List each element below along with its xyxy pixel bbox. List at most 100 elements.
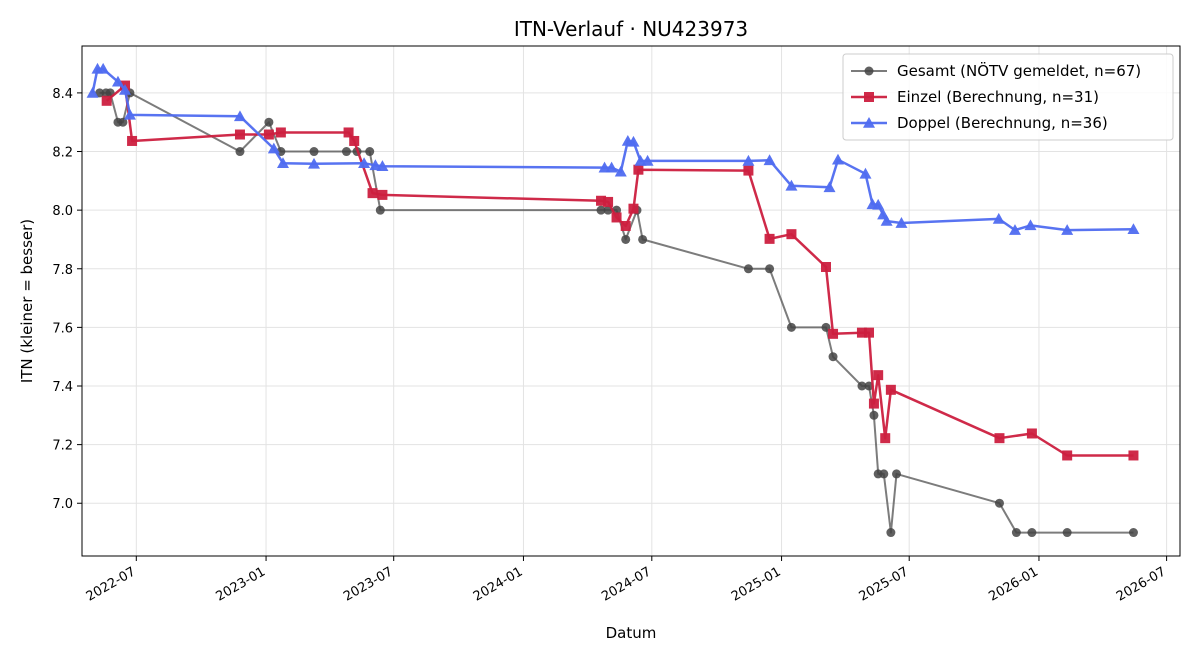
data-point-einzel	[101, 95, 112, 106]
series-layer	[86, 62, 1140, 538]
data-point-doppel	[641, 154, 654, 166]
data-point-doppel	[859, 167, 872, 179]
legend-item-einzel: Einzel (Berechnung, n=31)	[851, 88, 1099, 106]
legend-item-gesamt: Gesamt (NÖTV gemeldet, n=67)	[851, 61, 1141, 80]
data-point-doppel	[627, 135, 640, 147]
y-axis-label: ITN (kleiner = besser)	[18, 219, 36, 383]
data-point-einzel	[377, 189, 388, 200]
data-point-einzel	[828, 328, 839, 339]
data-point-einzel	[880, 433, 891, 444]
data-point-einzel	[349, 135, 360, 146]
data-point-doppel	[763, 154, 776, 166]
data-point-gesamt	[375, 205, 385, 215]
data-point-doppel	[97, 62, 110, 74]
y-axis: 7.0 7.2 7.4 7.6 7.8 8.0 8.2 8.4	[52, 87, 82, 512]
data-point-einzel	[633, 164, 644, 175]
data-point-gesamt	[743, 264, 753, 274]
data-point-einzel	[263, 129, 274, 140]
data-point-doppel	[785, 179, 798, 191]
data-point-doppel	[1024, 219, 1037, 231]
data-point-doppel	[742, 154, 755, 166]
data-point-einzel	[885, 384, 896, 395]
data-point-gesamt	[786, 322, 796, 332]
data-point-doppel	[831, 153, 844, 165]
data-point-doppel	[86, 86, 99, 98]
data-point-doppel	[895, 217, 908, 228]
data-point-gesamt	[828, 352, 838, 362]
data-point-einzel	[275, 127, 286, 138]
data-point-einzel	[856, 327, 867, 338]
data-point-einzel	[603, 196, 614, 207]
legend-item-doppel: Doppel (Berechnung, n=36)	[851, 114, 1108, 132]
data-point-doppel	[1008, 224, 1021, 235]
data-point-gesamt	[638, 234, 648, 244]
data-point-doppel	[992, 212, 1005, 224]
data-point-gesamt	[276, 147, 286, 157]
data-point-gesamt	[879, 469, 889, 479]
legend-marker	[864, 92, 874, 102]
y-tick-label: 7.2	[52, 439, 73, 454]
data-point-einzel	[764, 233, 775, 244]
data-point-gesamt	[765, 264, 775, 274]
legend-label: Doppel (Berechnung, n=36)	[897, 114, 1108, 132]
data-point-gesamt	[1011, 528, 1021, 538]
data-point-doppel	[233, 110, 246, 122]
data-point-doppel	[276, 157, 289, 169]
data-point-einzel	[596, 195, 607, 206]
data-point-einzel	[611, 212, 622, 223]
data-point-einzel	[1128, 450, 1139, 461]
y-tick-label: 7.8	[52, 263, 73, 278]
data-point-doppel	[1127, 223, 1140, 234]
data-point-einzel	[864, 327, 875, 338]
data-point-doppel	[872, 198, 885, 210]
data-point-doppel	[614, 165, 627, 177]
data-point-einzel	[1026, 428, 1037, 439]
legend-label: Einzel (Berechnung, n=31)	[897, 88, 1099, 106]
legend: Gesamt (NÖTV gemeldet, n=67) Einzel (Bere…	[842, 53, 1174, 141]
data-point-doppel	[605, 161, 618, 173]
data-point-einzel	[628, 203, 639, 214]
data-point-gesamt	[118, 117, 128, 127]
series-doppel	[86, 62, 1140, 235]
y-tick-label: 8.0	[52, 204, 73, 219]
data-point-gesamt	[596, 205, 606, 215]
data-point-einzel	[620, 220, 631, 231]
data-point-doppel	[1061, 224, 1074, 235]
data-point-einzel	[786, 229, 797, 240]
data-point-gesamt	[341, 147, 351, 157]
data-point-einzel	[743, 165, 754, 176]
data-point-einzel	[820, 262, 831, 272]
y-tick-label: 8.2	[52, 146, 73, 161]
chart-title: ITN-Verlauf · NU423973	[514, 17, 748, 41]
x-axis-label: Datum	[606, 624, 657, 642]
data-point-doppel	[376, 160, 389, 171]
data-point-doppel	[358, 157, 371, 169]
data-point-gesamt	[1062, 528, 1072, 538]
data-point-gesamt	[994, 498, 1004, 508]
legend-label: Gesamt (NÖTV gemeldet, n=67)	[897, 61, 1141, 80]
data-point-doppel	[267, 142, 280, 154]
data-point-einzel	[343, 127, 354, 138]
data-point-doppel	[880, 214, 893, 226]
data-point-doppel	[308, 157, 321, 169]
data-point-einzel	[127, 135, 138, 146]
data-point-doppel	[823, 181, 836, 193]
data-point-einzel	[873, 370, 884, 381]
data-point-doppel	[123, 108, 136, 120]
data-point-gesamt	[365, 147, 375, 157]
data-point-gesamt	[886, 528, 896, 538]
data-point-gesamt	[621, 234, 631, 244]
data-point-gesamt	[869, 410, 879, 420]
data-point-gesamt	[892, 469, 902, 479]
data-point-gesamt	[864, 381, 874, 391]
y-tick-label: 7.6	[52, 321, 73, 336]
legend-marker	[863, 117, 875, 128]
y-tick-label: 7.0	[52, 497, 73, 512]
data-point-einzel	[367, 188, 378, 199]
data-point-doppel	[111, 75, 124, 87]
data-point-einzel	[868, 398, 879, 409]
data-point-gesamt	[309, 147, 319, 157]
plot-frame	[81, 45, 1181, 557]
legend-box	[842, 53, 1174, 141]
